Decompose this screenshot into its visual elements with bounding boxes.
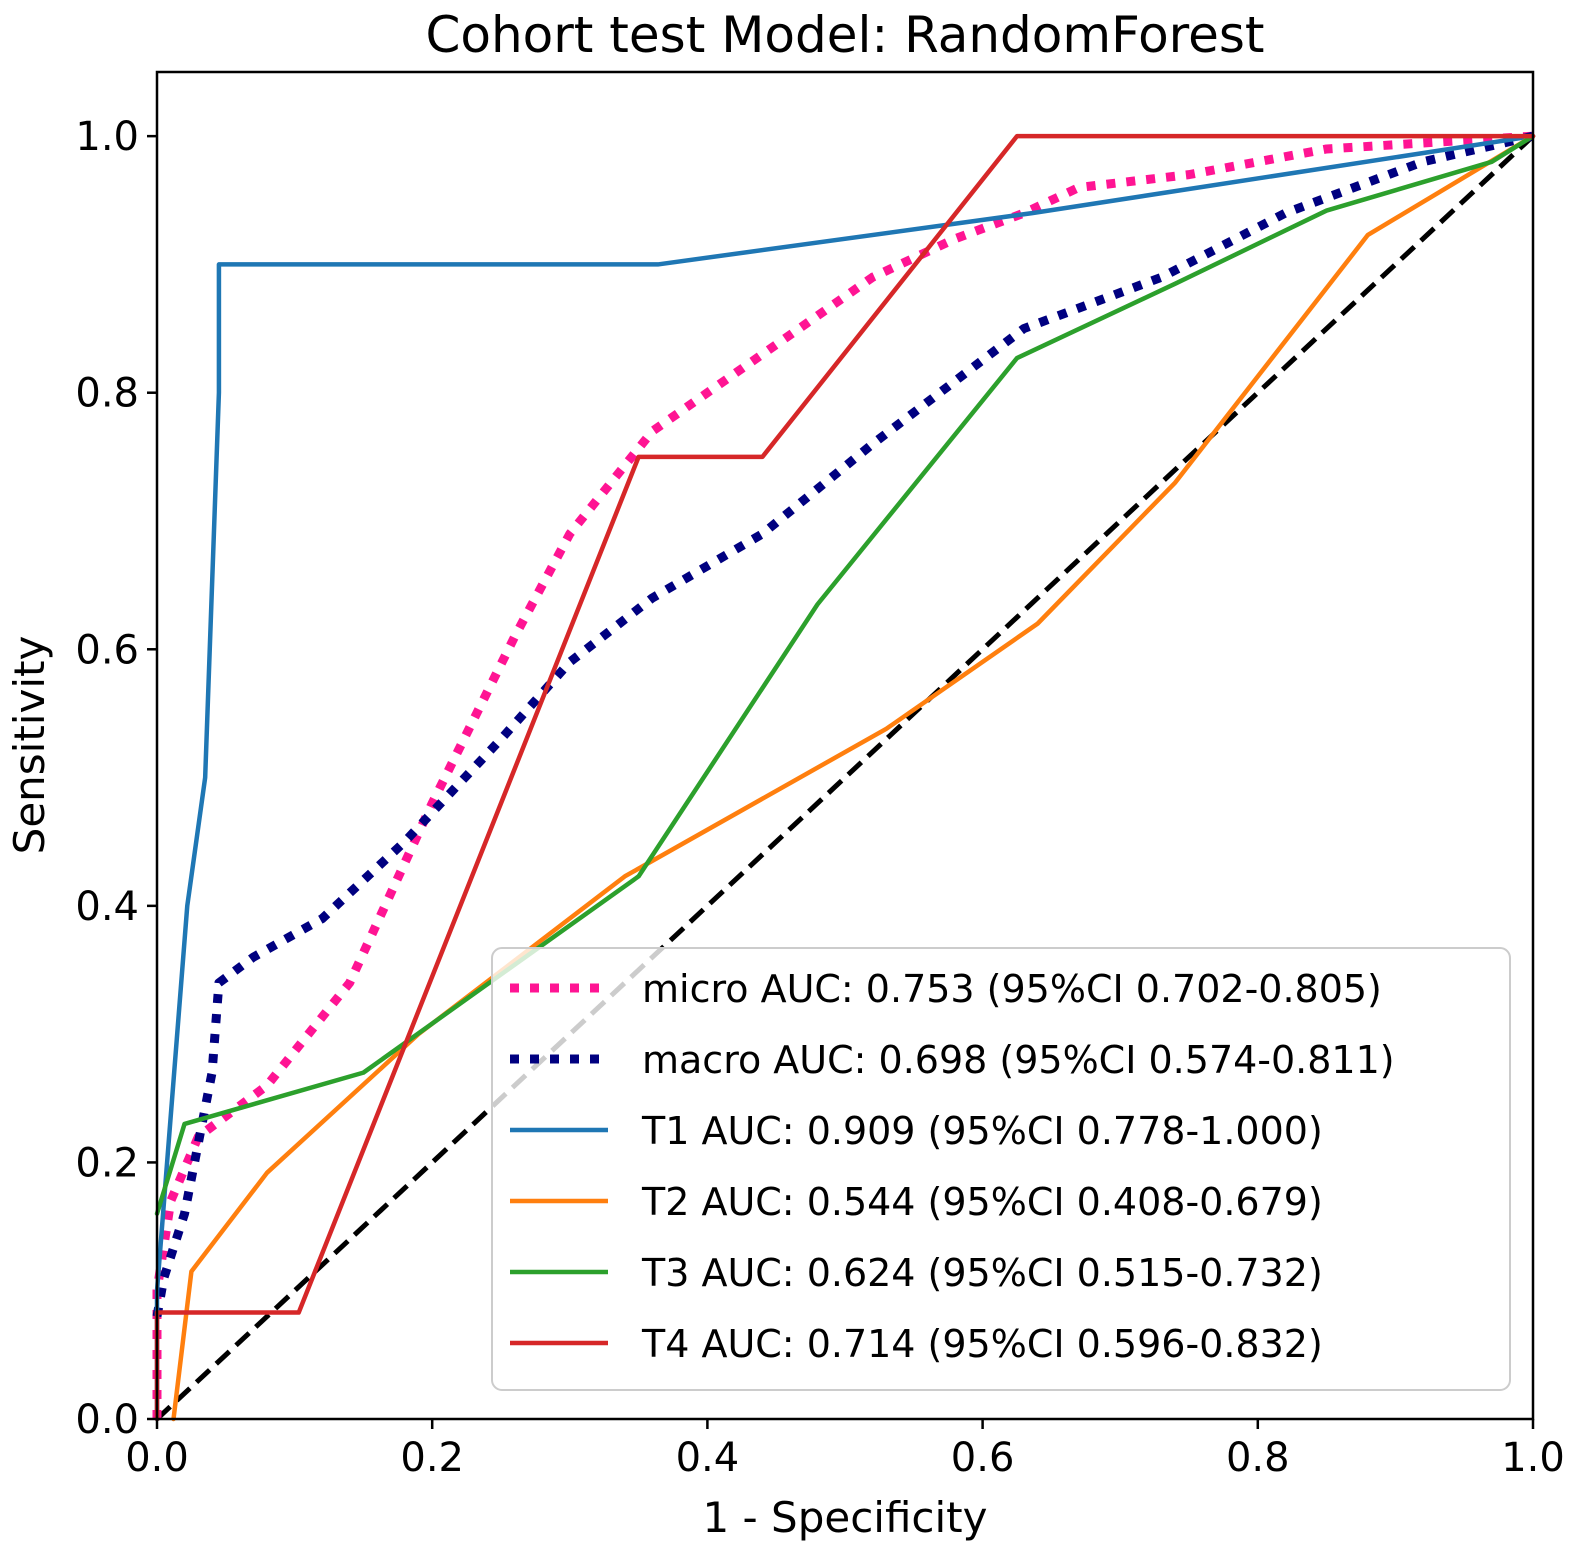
- x-tick-label: 0.6: [951, 1435, 1015, 1481]
- diagonal-reference-line: [155, 134, 1535, 1421]
- series-line-3: [171, 133, 1536, 1422]
- y-tick-label: 0.0: [75, 1397, 139, 1443]
- y-tick-label: 0.2: [75, 1140, 139, 1186]
- x-axis-ticks: 0.0 0.2 0.4 0.6 0.8 1.0: [125, 1419, 1565, 1481]
- y-tick-label: 0.8: [75, 371, 139, 417]
- legend-label-2: T1 AUC: 0.909 (95%CI 0.778-1.000): [641, 1109, 1323, 1153]
- y-tick-label: 1.0: [75, 114, 139, 160]
- y-tick-label: 0.6: [75, 627, 139, 673]
- plot-frame: [155, 70, 1535, 1421]
- legend: micro AUC: 0.753 (95%CI 0.702-0.805) macr…: [491, 947, 1511, 1391]
- legend-box: [491, 947, 1511, 1391]
- legend-label-1: macro AUC: 0.698 (95%CI 0.574-0.811): [642, 1038, 1395, 1082]
- legend-label-0: micro AUC: 0.753 (95%CI 0.702-0.805): [642, 967, 1382, 1011]
- x-tick-label: 0.0: [125, 1435, 189, 1481]
- x-axis-label: 1 - Specificity: [702, 1493, 987, 1542]
- y-tick-label: 0.4: [75, 884, 139, 930]
- x-tick-label: 0.2: [400, 1435, 464, 1481]
- legend-label-3: T2 AUC: 0.544 (95%CI 0.408-0.679): [641, 1180, 1323, 1224]
- series-layer: [152, 131, 1536, 1422]
- x-tick-label: 1.0: [1501, 1435, 1565, 1481]
- x-tick-label: 0.8: [1226, 1435, 1290, 1481]
- x-tick-label: 0.4: [676, 1435, 740, 1481]
- legend-entries: micro AUC: 0.753 (95%CI 0.702-0.805) macr…: [510, 967, 1395, 1366]
- legend-label-4: T3 AUC: 0.624 (95%CI 0.515-0.732): [641, 1251, 1323, 1295]
- series-line-4: [154, 133, 1536, 1216]
- chart-title: Cohort test Model: RandomForest: [425, 6, 1264, 64]
- y-axis-ticks: 0.0 0.2 0.4 0.6 0.8 1.0: [75, 114, 157, 1443]
- series-line-1: [152, 131, 1535, 1318]
- series-line-2: [154, 133, 1536, 1422]
- legend-label-5: T4 AUC: 0.714 (95%CI 0.596-0.832): [641, 1322, 1323, 1366]
- y-axis-label: Sensitivity: [5, 636, 54, 855]
